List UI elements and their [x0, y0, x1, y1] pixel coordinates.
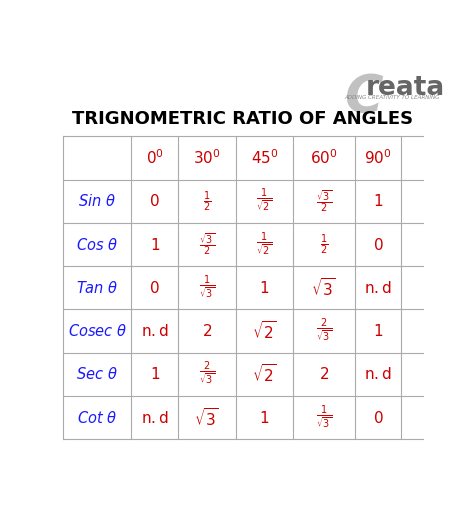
Text: $\sqrt{3}$: $\sqrt{3}$	[194, 407, 219, 428]
Text: $\mathrm{0}$: $\mathrm{0}$	[373, 237, 383, 253]
Text: $\frac{1}{2}$: $\frac{1}{2}$	[320, 232, 328, 257]
Text: $\mathrm{1}$: $\mathrm{1}$	[150, 366, 160, 382]
Text: ADDING CREATIVITY TO LEARNING: ADDING CREATIVITY TO LEARNING	[344, 95, 439, 100]
Text: $\frac{1}{\sqrt{2}}$: $\frac{1}{\sqrt{2}}$	[256, 230, 273, 258]
Text: $\mathrm{1}$: $\mathrm{1}$	[259, 410, 270, 425]
Text: $\sqrt{2}$: $\sqrt{2}$	[252, 363, 277, 385]
Text: $\sqrt{2}$: $\sqrt{2}$	[252, 320, 277, 342]
Text: $\mathit{Sec\ \theta}$: $\mathit{Sec\ \theta}$	[76, 366, 118, 382]
Text: $\frac{2}{\sqrt{3}}$: $\frac{2}{\sqrt{3}}$	[316, 317, 332, 345]
Text: $\mathit{Cot\ \theta}$: $\mathit{Cot\ \theta}$	[77, 410, 117, 425]
Text: $\mathit{Tan\ \theta}$: $\mathit{Tan\ \theta}$	[76, 280, 118, 296]
Text: $\mathit{Cosec\ \theta}$: $\mathit{Cosec\ \theta}$	[67, 323, 127, 339]
Text: $\frac{1}{2}$: $\frac{1}{2}$	[203, 189, 211, 214]
Text: $45^{0}$: $45^{0}$	[251, 149, 278, 167]
Text: $\mathrm{1}$: $\mathrm{1}$	[259, 280, 270, 296]
Text: $\mathrm{1}$: $\mathrm{1}$	[150, 237, 160, 253]
Text: $\mathrm{n{.}d}$: $\mathrm{n{.}d}$	[364, 280, 392, 296]
Text: $\sqrt{3}$: $\sqrt{3}$	[311, 277, 337, 299]
Text: $0^{0}$: $0^{0}$	[146, 149, 164, 167]
Text: $\mathrm{0}$: $\mathrm{0}$	[149, 193, 160, 210]
Text: C: C	[344, 72, 383, 124]
Text: $\mathit{Sin\ \theta}$: $\mathit{Sin\ \theta}$	[78, 193, 116, 210]
Text: $30^{0}$: $30^{0}$	[193, 149, 221, 167]
Text: $\frac{\sqrt{3}}{2}$: $\frac{\sqrt{3}}{2}$	[199, 232, 215, 257]
Text: reata: reata	[366, 75, 445, 101]
Text: $\frac{1}{\sqrt{3}}$: $\frac{1}{\sqrt{3}}$	[199, 274, 215, 302]
Text: $\frac{1}{\sqrt{2}}$: $\frac{1}{\sqrt{2}}$	[256, 187, 273, 215]
Text: $\mathrm{2}$: $\mathrm{2}$	[202, 323, 212, 339]
Text: $\frac{2}{\sqrt{3}}$: $\frac{2}{\sqrt{3}}$	[199, 360, 215, 388]
Text: $\mathrm{n{.}d}$: $\mathrm{n{.}d}$	[141, 410, 169, 425]
Text: $\mathrm{2}$: $\mathrm{2}$	[319, 366, 329, 382]
Text: $\mathrm{1}$: $\mathrm{1}$	[373, 323, 383, 339]
Text: $\frac{\sqrt{3}}{2}$: $\frac{\sqrt{3}}{2}$	[316, 188, 332, 214]
Text: TRIGNOMETRIC RATIO OF ANGLES: TRIGNOMETRIC RATIO OF ANGLES	[73, 110, 413, 128]
Text: $60^{0}$: $60^{0}$	[310, 149, 338, 167]
Text: $\frac{1}{\sqrt{3}}$: $\frac{1}{\sqrt{3}}$	[316, 404, 332, 432]
Text: $\mathrm{0}$: $\mathrm{0}$	[149, 280, 160, 296]
Text: $\mathrm{n{.}d}$: $\mathrm{n{.}d}$	[141, 323, 169, 339]
Text: $90^{0}$: $90^{0}$	[364, 149, 392, 167]
Text: $\mathrm{1}$: $\mathrm{1}$	[373, 193, 383, 210]
Text: $\mathrm{n{.}d}$: $\mathrm{n{.}d}$	[364, 366, 392, 382]
Text: $\mathrm{0}$: $\mathrm{0}$	[373, 410, 383, 425]
Text: $\mathit{Cos\ \theta}$: $\mathit{Cos\ \theta}$	[76, 237, 118, 253]
